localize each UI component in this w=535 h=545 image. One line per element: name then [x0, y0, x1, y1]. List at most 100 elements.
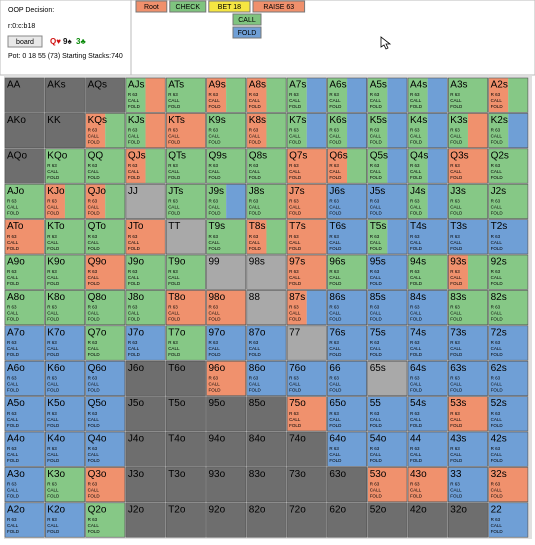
- cell[interactable]: [4, 113, 45, 149]
- cell[interactable]: [4, 183, 45, 219]
- hand-label[interactable]: 63o: [329, 469, 346, 480]
- hand-label[interactable]: 65o: [329, 398, 346, 409]
- cell[interactable]: [286, 396, 327, 432]
- hand-label[interactable]: 87s: [289, 292, 305, 303]
- cell[interactable]: [327, 77, 367, 113]
- hand-label[interactable]: 75s: [370, 327, 386, 338]
- cell[interactable]: [286, 502, 327, 538]
- hand-label[interactable]: 54s: [410, 398, 426, 409]
- hand-label[interactable]: 94s: [410, 257, 426, 268]
- hand-label[interactable]: K2o: [47, 504, 65, 515]
- cell[interactable]: [447, 77, 488, 113]
- cell[interactable]: [125, 148, 166, 184]
- hand-label[interactable]: J3s: [450, 186, 466, 197]
- cell[interactable]: [165, 254, 206, 290]
- hand-label[interactable]: 44: [410, 434, 422, 445]
- hand-label[interactable]: ATs: [168, 80, 184, 91]
- hand-label[interactable]: K7s: [289, 115, 306, 126]
- cell[interactable]: [85, 325, 126, 361]
- hand-label[interactable]: AQo: [7, 150, 27, 161]
- cell[interactable]: [327, 290, 367, 326]
- hand-label[interactable]: Q5o: [88, 398, 107, 409]
- cell[interactable]: [488, 502, 529, 538]
- cell[interactable]: [286, 219, 327, 255]
- hand-label[interactable]: A2s: [491, 80, 508, 91]
- hand-label[interactable]: K4o: [47, 434, 65, 445]
- hand-label[interactable]: 87o: [249, 327, 266, 338]
- cell[interactable]: [367, 502, 408, 538]
- hand-label[interactable]: AJs: [128, 80, 145, 91]
- cell[interactable]: [4, 431, 45, 467]
- hand-label[interactable]: A5o: [7, 398, 25, 409]
- hand-label[interactable]: 53s: [450, 398, 466, 409]
- hand-label[interactable]: J4s: [410, 186, 426, 197]
- cell[interactable]: [327, 467, 367, 503]
- hand-label[interactable]: 82o: [249, 504, 266, 515]
- hand-label[interactable]: 76o: [289, 363, 306, 374]
- hand-label[interactable]: J3o: [128, 469, 145, 480]
- hand-label[interactable]: JJ: [128, 186, 138, 197]
- cell[interactable]: [4, 77, 45, 113]
- hand-label[interactable]: T7o: [168, 327, 186, 338]
- cell[interactable]: [125, 360, 166, 396]
- cell[interactable]: [488, 148, 529, 184]
- hand-label[interactable]: 43o: [410, 469, 427, 480]
- response-button[interactable]: [232, 26, 262, 39]
- hand-label[interactable]: AKo: [7, 115, 26, 126]
- cell[interactable]: [206, 290, 247, 326]
- cell[interactable]: [286, 254, 327, 290]
- cell[interactable]: [85, 254, 126, 290]
- hand-label[interactable]: J8o: [128, 292, 145, 303]
- hand-label[interactable]: T9o: [168, 257, 186, 268]
- hand-label[interactable]: 99: [209, 257, 221, 268]
- hand-label[interactable]: KTo: [47, 221, 65, 232]
- cell[interactable]: [206, 77, 247, 113]
- hand-label[interactable]: 22: [491, 504, 503, 515]
- cell[interactable]: [447, 113, 488, 149]
- hand-label[interactable]: 85s: [370, 292, 386, 303]
- cell[interactable]: [367, 431, 408, 467]
- action-button[interactable]: [135, 0, 168, 13]
- hand-label[interactable]: KJo: [47, 186, 65, 197]
- hand-label[interactable]: K2s: [491, 115, 508, 126]
- hand-label[interactable]: QTo: [88, 221, 107, 232]
- hand-label[interactable]: Q4s: [410, 150, 428, 161]
- hand-label[interactable]: AJo: [7, 186, 25, 197]
- hand-label[interactable]: K3s: [450, 115, 467, 126]
- cell[interactable]: [165, 148, 206, 184]
- cell[interactable]: [246, 77, 287, 113]
- cell[interactable]: [286, 431, 327, 467]
- hand-label[interactable]: J5s: [370, 186, 386, 197]
- hand-label[interactable]: A2o: [7, 504, 25, 515]
- cell[interactable]: [447, 502, 488, 538]
- cell[interactable]: [447, 325, 488, 361]
- hand-label[interactable]: 97s: [289, 257, 305, 268]
- cell[interactable]: [44, 219, 85, 255]
- hand-label[interactable]: 62s: [491, 363, 507, 374]
- cell[interactable]: [4, 502, 45, 538]
- hand-label[interactable]: 86o: [249, 363, 266, 374]
- cell[interactable]: [165, 396, 206, 432]
- cell[interactable]: [4, 290, 45, 326]
- cell[interactable]: [246, 325, 287, 361]
- hand-label[interactable]: 95o: [209, 398, 226, 409]
- hand-label[interactable]: 53o: [370, 469, 387, 480]
- hand-label[interactable]: A7o: [7, 327, 25, 338]
- hand-label[interactable]: J9s: [209, 186, 225, 197]
- cell[interactable]: [327, 325, 367, 361]
- cell[interactable]: [165, 219, 206, 255]
- hand-label[interactable]: 32s: [491, 469, 507, 480]
- cell[interactable]: [44, 113, 85, 149]
- hand-label[interactable]: K5o: [47, 398, 65, 409]
- hand-label[interactable]: A3o: [7, 469, 25, 480]
- cell[interactable]: [206, 219, 247, 255]
- hand-label[interactable]: K4s: [410, 115, 427, 126]
- hand-label[interactable]: Q7s: [289, 150, 307, 161]
- hand-label[interactable]: 72s: [491, 327, 507, 338]
- cell[interactable]: [206, 148, 247, 184]
- cell[interactable]: [165, 325, 206, 361]
- hand-label[interactable]: T9s: [209, 221, 226, 232]
- cell[interactable]: [447, 254, 488, 290]
- cell[interactable]: [246, 113, 287, 149]
- cell[interactable]: [407, 325, 448, 361]
